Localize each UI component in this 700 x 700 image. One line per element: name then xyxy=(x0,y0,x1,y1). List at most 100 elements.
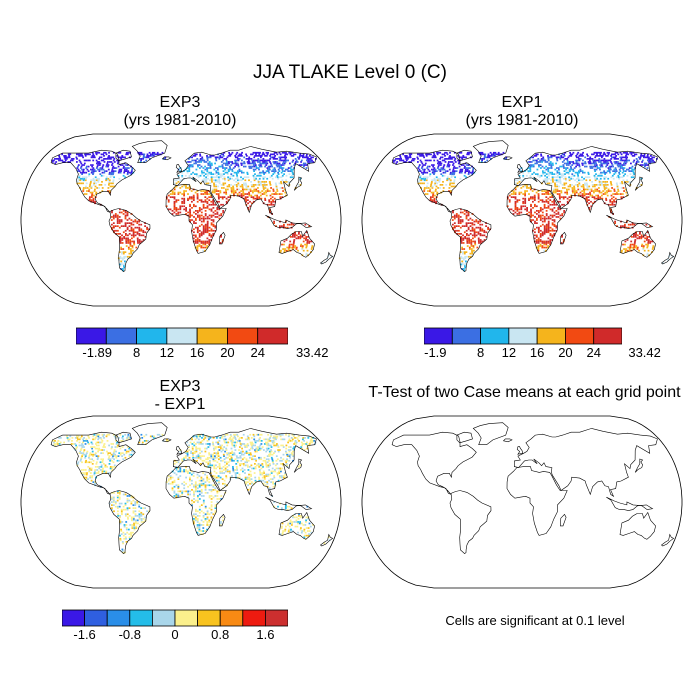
grid-cell xyxy=(532,207,534,209)
grid-cell xyxy=(547,216,550,218)
grid-cell xyxy=(463,269,465,272)
grid-cell xyxy=(538,176,541,179)
grid-cell xyxy=(405,158,408,160)
grid-cell xyxy=(549,229,552,232)
grid-cell xyxy=(524,194,526,197)
grid-cell xyxy=(307,236,310,238)
grid-cell xyxy=(619,165,622,168)
grid-cell xyxy=(125,164,127,166)
grid-cell xyxy=(291,151,294,154)
grid-cell xyxy=(112,181,115,183)
grid-cell xyxy=(122,225,125,227)
grid-cell xyxy=(489,151,492,154)
grid-cell xyxy=(90,199,93,201)
grid-cell xyxy=(536,174,539,177)
grid-cell xyxy=(549,214,552,217)
grid-cell xyxy=(539,243,542,246)
grid-cell xyxy=(625,153,628,156)
grid-cell xyxy=(490,158,492,160)
grid-cell xyxy=(206,228,209,231)
grid-cell xyxy=(220,153,223,156)
grid-cell xyxy=(547,190,549,192)
grid-cell xyxy=(270,202,273,205)
grid-cell xyxy=(121,446,124,448)
grid-cell xyxy=(239,155,242,157)
grid-cell xyxy=(299,184,302,186)
grid-cell xyxy=(111,498,113,500)
grid-cell xyxy=(191,164,194,166)
grid-cell xyxy=(234,191,237,194)
grid-cell xyxy=(535,205,538,208)
grid-cell xyxy=(532,156,534,159)
grid-cell xyxy=(451,171,454,174)
grid-cell xyxy=(128,174,130,177)
grid-cell xyxy=(112,455,114,457)
grid-cell xyxy=(618,164,621,166)
grid-cell xyxy=(547,245,549,247)
grid-cell xyxy=(226,453,229,456)
grid-cell xyxy=(235,171,238,174)
grid-cell xyxy=(208,199,211,201)
grid-cell xyxy=(194,242,197,244)
grid-cell xyxy=(216,211,219,214)
grid-cell xyxy=(222,153,224,156)
grid-cell xyxy=(420,161,423,163)
grid-cell xyxy=(122,508,125,511)
grid-cell xyxy=(119,171,122,174)
grid-cell xyxy=(242,188,244,191)
grid-cell xyxy=(581,190,584,192)
grid-cell xyxy=(289,167,292,169)
grid-cell xyxy=(592,190,595,192)
grid-cell xyxy=(463,263,466,266)
grid-cell xyxy=(547,226,550,229)
grid-cell xyxy=(569,153,572,156)
grid-cell xyxy=(526,190,528,192)
grid-cell xyxy=(522,185,525,188)
grid-cell xyxy=(468,257,470,260)
grid-cell xyxy=(433,200,436,203)
grid-cell xyxy=(527,161,530,163)
grid-cell xyxy=(271,165,273,168)
grid-cell xyxy=(282,159,284,162)
grid-cell xyxy=(289,519,292,522)
grid-cell xyxy=(104,464,107,467)
grid-cell xyxy=(554,185,557,188)
grid-cell xyxy=(210,222,213,224)
grid-cell xyxy=(462,155,465,157)
grid-cell xyxy=(423,170,426,172)
grid-cell xyxy=(200,450,203,453)
grid-cell xyxy=(459,219,462,221)
grid-cell xyxy=(242,453,245,456)
grid-cell xyxy=(117,513,119,516)
grid-cell xyxy=(206,524,209,526)
grid-cell xyxy=(629,173,632,175)
grid-cell xyxy=(220,236,222,238)
grid-cell xyxy=(208,214,211,217)
grid-cell xyxy=(527,171,530,174)
grid-cell xyxy=(112,151,115,154)
grid-cell xyxy=(107,168,110,171)
grid-cell xyxy=(261,472,264,474)
grid-cell xyxy=(137,242,139,244)
grid-cell xyxy=(124,493,127,496)
grid-cell xyxy=(216,492,219,494)
grid-cell xyxy=(187,193,189,195)
grid-cell xyxy=(282,464,285,467)
grid-cell xyxy=(634,164,637,166)
grid-cell xyxy=(126,531,129,534)
grid-cell xyxy=(175,199,178,201)
grid-cell xyxy=(58,156,61,159)
grid-cell xyxy=(554,191,557,194)
grid-cell xyxy=(100,153,103,156)
grid-cell xyxy=(108,161,111,163)
grid-cell xyxy=(434,181,437,183)
grid-cell xyxy=(508,199,511,201)
grid-cell xyxy=(423,176,425,179)
grid-cell xyxy=(463,156,466,159)
grid-cell xyxy=(624,173,626,175)
grid-cell xyxy=(93,473,96,476)
grid-cell xyxy=(487,226,489,229)
grid-cell xyxy=(125,515,127,517)
grid-cell xyxy=(113,510,115,513)
grid-cell xyxy=(218,479,220,482)
